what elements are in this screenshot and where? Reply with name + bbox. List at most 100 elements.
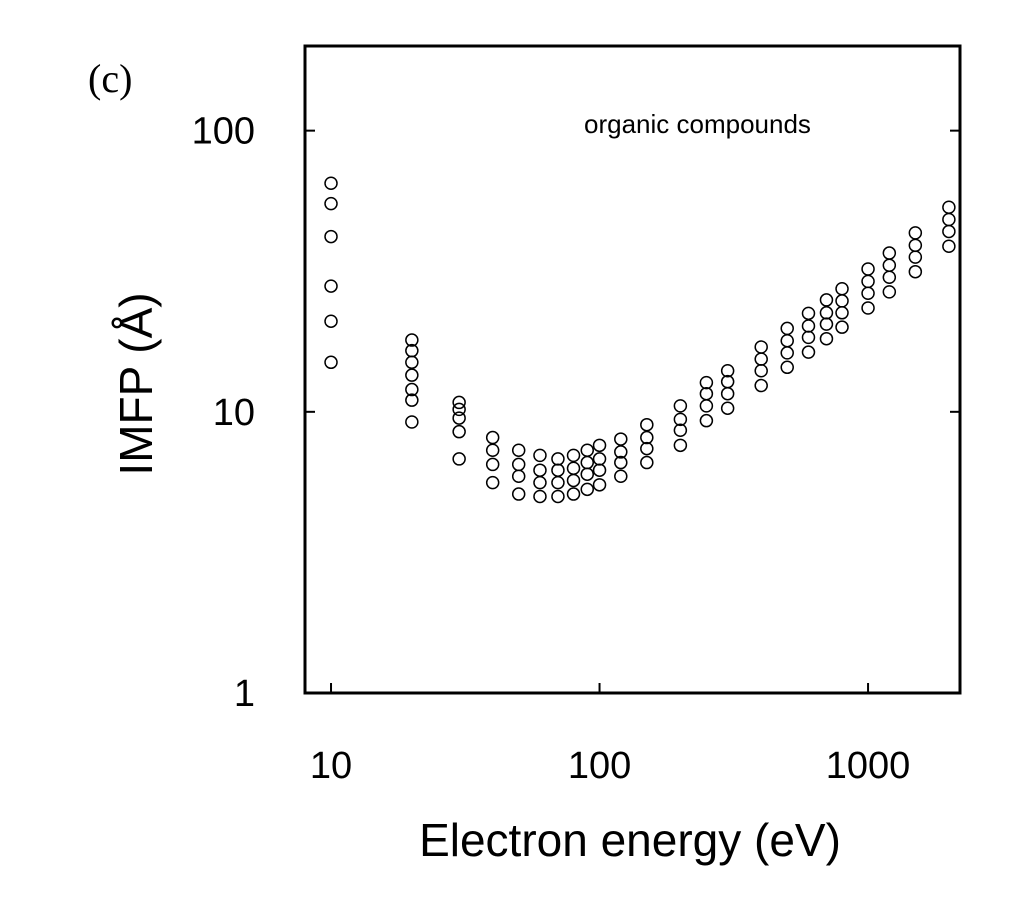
data-point	[324, 176, 338, 190]
data-point	[882, 285, 897, 299]
y-tick-label: 100	[192, 111, 255, 153]
data-point	[485, 457, 500, 472]
panel-label: (c)	[88, 56, 132, 101]
data-point	[720, 401, 735, 415]
data-point	[908, 238, 923, 253]
data-point	[551, 475, 565, 490]
data-point	[485, 475, 500, 490]
data-point	[942, 200, 956, 215]
data-point	[592, 478, 607, 492]
data-point	[405, 415, 419, 429]
data-point	[485, 430, 500, 445]
y-tick-label: 1	[234, 673, 255, 715]
data-point	[699, 386, 714, 401]
data-point	[835, 320, 849, 334]
data-point	[324, 314, 338, 328]
data-point	[673, 412, 688, 427]
data-point	[405, 393, 419, 407]
data-point	[882, 258, 897, 273]
data-point	[533, 463, 547, 477]
data-point	[614, 469, 628, 484]
data-point	[861, 286, 875, 301]
data-point	[566, 487, 581, 501]
data-point	[720, 374, 735, 389]
data-point	[780, 360, 794, 375]
data-point	[640, 455, 654, 470]
data-point	[580, 443, 595, 458]
data-point	[699, 375, 714, 390]
data-point	[580, 455, 595, 470]
data-point	[780, 333, 794, 348]
data-point	[580, 467, 595, 481]
data-point	[720, 363, 735, 378]
data-point	[614, 432, 628, 446]
data-point	[754, 378, 768, 393]
data-point	[835, 281, 849, 296]
data-point	[452, 452, 466, 466]
data-point	[780, 321, 794, 336]
data-point	[908, 226, 923, 240]
data-point	[780, 346, 794, 360]
data-point	[533, 489, 547, 504]
data-point	[405, 343, 419, 358]
data-point	[452, 424, 466, 439]
data-point	[819, 293, 834, 307]
data-point	[819, 331, 834, 346]
data-point	[882, 270, 897, 285]
data-point	[942, 212, 956, 227]
data-point	[324, 355, 338, 370]
data-point	[908, 264, 923, 279]
data-point	[640, 430, 654, 445]
data-point	[452, 402, 466, 417]
data-point	[861, 262, 875, 276]
x-axis-label: Electron energy (eV)	[419, 814, 841, 866]
data-point	[819, 317, 834, 331]
data-point	[452, 411, 466, 425]
data-point	[566, 448, 581, 463]
data-point	[511, 443, 526, 458]
data-point	[405, 368, 419, 382]
data-point	[801, 345, 816, 359]
data-point	[614, 445, 628, 459]
data-point	[754, 363, 768, 378]
data-point	[405, 355, 419, 370]
x-tick-label: 1000	[826, 745, 911, 787]
data-point	[551, 489, 565, 504]
data-point	[580, 482, 595, 497]
data-point	[452, 395, 466, 410]
data-point	[801, 330, 816, 345]
data-point	[699, 413, 714, 428]
data-point	[405, 382, 419, 397]
data-point	[614, 455, 628, 470]
data-point	[324, 229, 338, 244]
data-point	[673, 423, 688, 437]
annotation-organic-compounds: organic compounds	[584, 109, 811, 139]
data-point	[801, 306, 816, 321]
data-point	[511, 469, 526, 484]
data-point	[592, 438, 607, 453]
data-point	[835, 306, 849, 320]
data-point	[861, 301, 875, 315]
x-tick-label: 10	[310, 745, 352, 787]
data-point	[485, 443, 500, 458]
data-point	[405, 333, 419, 347]
data-point	[551, 452, 565, 466]
data-point	[511, 457, 526, 472]
data-point	[551, 463, 565, 477]
y-axis-label: IMFP (Å)	[110, 292, 162, 475]
data-point	[592, 463, 607, 477]
data-point	[533, 448, 547, 463]
data-point	[566, 473, 581, 488]
data-point	[533, 475, 547, 490]
y-tick-label: 10	[213, 392, 255, 434]
data-point	[942, 239, 956, 254]
data-point	[754, 340, 768, 354]
data-points	[324, 176, 956, 504]
data-point	[324, 196, 338, 211]
data-point	[324, 279, 338, 293]
data-point	[801, 319, 816, 333]
data-point	[819, 306, 834, 320]
data-point	[640, 417, 654, 432]
x-tick-label: 100	[568, 745, 631, 787]
